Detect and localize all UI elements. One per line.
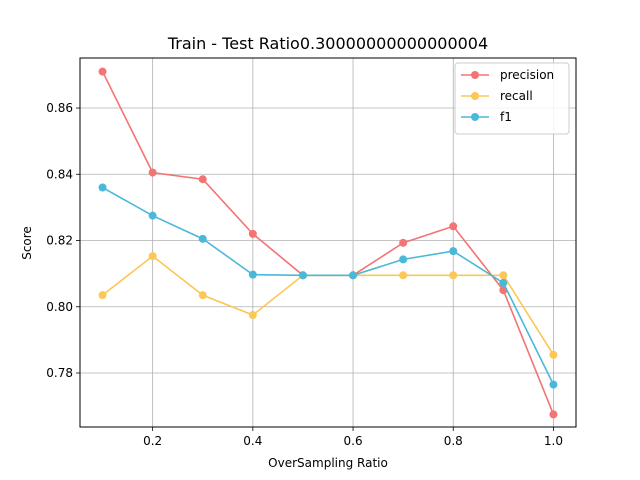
recall-point (148, 252, 157, 261)
recall-point (449, 271, 458, 280)
legend-swatch-marker (471, 113, 479, 121)
x-tick-label: 1.0 (544, 434, 563, 448)
x-axis-label: OverSampling Ratio (268, 456, 388, 470)
y-tick-label: 0.80 (46, 300, 73, 314)
legend-label: precision (500, 68, 554, 82)
y-tick-label: 0.84 (46, 167, 73, 181)
f1-line (102, 186, 555, 385)
legend-label: recall (500, 89, 533, 103)
legend-swatch-marker (471, 92, 479, 100)
y-tick-label: 0.86 (46, 101, 73, 115)
precision-point (449, 222, 458, 231)
y-tick-label: 0.78 (46, 366, 73, 380)
f1-point (499, 278, 508, 287)
x-tick-label: 0.2 (143, 434, 162, 448)
legend: precision recall f1 (454, 62, 570, 135)
f1-point (449, 247, 458, 256)
f1-point (399, 255, 408, 264)
f1-point (298, 271, 307, 280)
precision-point (399, 238, 408, 247)
f1-point (148, 211, 157, 220)
x-tick-label: 0.8 (444, 434, 463, 448)
axis-ticks: 0.2 0.4 0.6 0.8 1.0 0.78 0.80 0.82 0.84 0.86 (46, 101, 563, 448)
legend-label: f1 (500, 110, 512, 124)
y-tick-label: 0.82 (46, 234, 73, 248)
precision-point (198, 175, 207, 184)
recall-point (98, 291, 107, 300)
f1-point (98, 183, 107, 192)
precision-point (248, 229, 257, 238)
precision-point (148, 168, 157, 177)
precision-point (549, 410, 558, 419)
recall-point (499, 271, 508, 280)
f1-point (198, 234, 207, 243)
plot-frame (79, 57, 577, 428)
series-f1 (98, 183, 558, 389)
recall-point (248, 311, 257, 320)
precision-point (98, 67, 107, 76)
x-tick-label: 0.6 (344, 434, 363, 448)
f1-point (549, 380, 558, 389)
legend-swatch-marker (471, 71, 479, 79)
x-tick-label: 0.4 (243, 434, 262, 448)
chart-title: Train - Test Ratio0.30000000000000004 (167, 34, 488, 53)
y-axis-label: Score (20, 226, 34, 260)
recall-point (198, 291, 207, 300)
f1-point (349, 271, 358, 280)
f1-point (248, 270, 257, 279)
recall-point (549, 350, 558, 359)
recall-point (399, 271, 408, 280)
series-layer (98, 67, 558, 419)
